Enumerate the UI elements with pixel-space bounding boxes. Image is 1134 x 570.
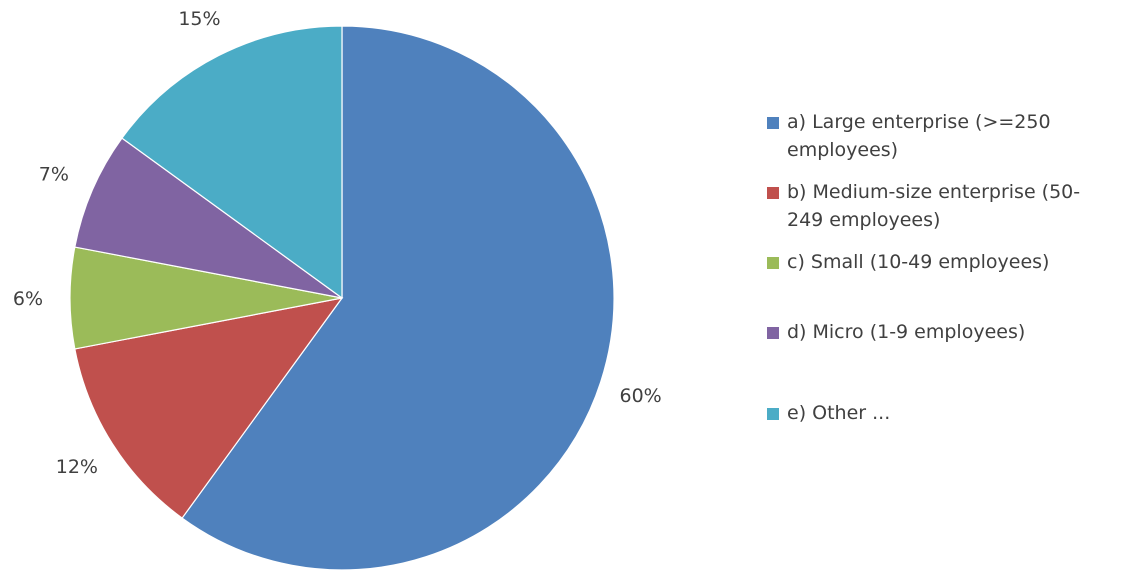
legend-label-small-enterprise: c) Small (10-49 employees)	[787, 251, 1050, 273]
legend: a) Large enterprise (>=250 employees) b)…	[766, 108, 1106, 427]
pie-slice-other	[121, 25, 343, 300]
pie-value-label-medium-enterprise: 12%	[56, 456, 98, 478]
legend-swatch-large-enterprise	[767, 117, 779, 129]
legend-swatch-medium-enterprise	[767, 187, 779, 199]
legend-label-large-enterprise: a) Large enterprise (>=250 employees)	[787, 111, 1051, 161]
legend-item-other: e) Other ...	[766, 399, 1106, 427]
legend-label-micro-enterprise: d) Micro (1-9 employees)	[787, 321, 1026, 343]
pie-value-label-other: 15%	[178, 8, 220, 30]
pie-value-labels: 60% 12% 6% 7% 15%	[13, 8, 662, 478]
legend-item-medium-enterprise: b) Medium-size enterprise (50-249 employ…	[766, 178, 1106, 248]
pie-value-label-micro-enterprise: 7%	[39, 163, 69, 185]
pie-slice-medium-enterprise	[74, 297, 344, 519]
legend-item-large-enterprise: a) Large enterprise (>=250 employees)	[766, 108, 1106, 178]
legend-swatch-micro-enterprise	[767, 327, 779, 339]
pie-value-label-small-enterprise: 6%	[13, 288, 43, 310]
legend-swatch-small-enterprise	[767, 257, 779, 269]
legend-label-medium-enterprise: b) Medium-size enterprise (50-249 employ…	[787, 181, 1081, 231]
pie-value-label-large-enterprise: 60%	[620, 385, 662, 407]
legend-swatch-other	[767, 408, 779, 420]
pie-slice-micro-enterprise	[74, 137, 343, 299]
legend-item-small-enterprise: c) Small (10-49 employees)	[766, 248, 1106, 318]
legend-item-micro-enterprise: d) Micro (1-9 employees)	[766, 318, 1106, 399]
legend-label-other: e) Other ...	[787, 402, 891, 424]
pie-slices	[69, 25, 615, 570]
pie-slice-large-enterprise	[181, 25, 615, 570]
